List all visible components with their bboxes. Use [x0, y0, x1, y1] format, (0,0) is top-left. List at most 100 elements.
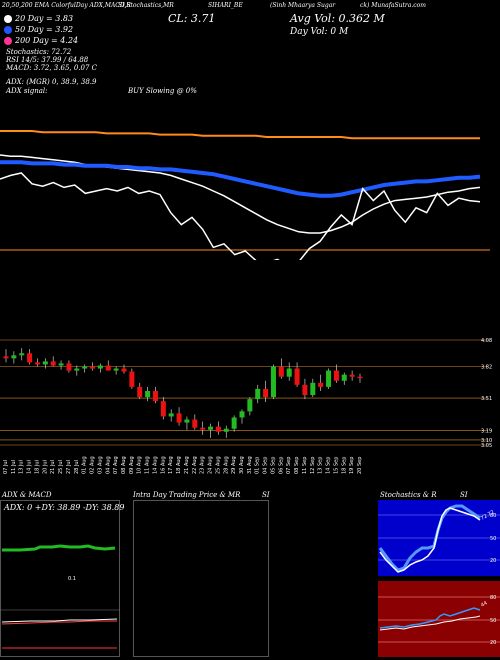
ema50-line	[0, 160, 481, 198]
candle-body	[349, 374, 355, 377]
header-site: ck) MunafaSutra.com	[360, 2, 426, 9]
date-axis-label: 23 Aug	[200, 456, 206, 474]
macd-signal-line	[1, 620, 117, 625]
ema-chart	[0, 130, 490, 260]
candle-body	[270, 366, 276, 398]
candle-body	[231, 417, 237, 429]
rsi-level-20-label: 20	[490, 640, 496, 646]
legend-ema20-label: 20 Day = 3.83	[15, 14, 74, 23]
date-axis-label: 28 Jul	[74, 460, 80, 474]
macd-marker-label: 0.1	[68, 576, 76, 582]
intraday-panel	[133, 500, 269, 657]
date-axis-label: 01 Sep	[255, 457, 261, 474]
candlestick-chart: 4.083.823.513.193.103.05 07 Jul 11 Jul 13 …	[0, 338, 492, 474]
price-axis-label: 3.10	[481, 438, 492, 444]
stochastics-value: Stochastics: 72.72	[6, 48, 72, 56]
date-axis-label: 02 Aug	[90, 456, 96, 474]
date-axis-label: 18 Sep	[341, 457, 347, 474]
date-axis-label: 15 Sep	[333, 457, 339, 474]
stoch-panel-title: Stochastics & R	[380, 491, 437, 499]
candle-body	[42, 361, 48, 365]
candle-body	[168, 413, 174, 417]
stoch-panel-suffix: SI	[460, 491, 468, 499]
close-price-line	[0, 172, 481, 260]
date-axis-label: 04 Aug	[105, 456, 111, 474]
candle-body	[302, 384, 308, 396]
candle-body	[27, 353, 33, 363]
stoch-level-20-label: 20	[490, 558, 496, 564]
date-axis-label: 19 Sep	[349, 457, 355, 474]
date-axis-label: 25 Jul	[58, 460, 64, 474]
adx-line	[2, 544, 116, 552]
stoch-level-50-label: 50	[490, 536, 496, 542]
candle-body	[145, 390, 151, 398]
day-volume: Day Vol: 0 M	[290, 27, 349, 37]
candle-body	[310, 382, 316, 396]
price-axis-label: 4.08	[481, 338, 492, 344]
price-axis-label: 3.05	[481, 443, 492, 449]
legend-ema200: 200 Day = 4.24	[4, 36, 78, 45]
date-axis-label: 05 Sep	[270, 457, 276, 474]
date-axis-label: 11 Aug	[145, 456, 151, 474]
date-axis-label: 20 Sep	[357, 457, 363, 474]
candle-body	[152, 390, 158, 402]
candle-body	[286, 368, 292, 377]
candle-body	[208, 426, 214, 430]
date-axis-label: 10 Aug	[137, 456, 143, 474]
date-axis-label: 24 Aug	[208, 456, 214, 474]
legend-ema50-label: 50 Day = 3.92	[15, 25, 74, 34]
date-axis-label: 28 Aug	[223, 456, 229, 474]
avg-volume: Avg Vol: 0.362 M	[290, 12, 385, 25]
stoch-k-line	[379, 507, 481, 573]
ema20-dot-icon	[4, 15, 12, 23]
candle-body	[58, 363, 64, 366]
candle-body	[318, 382, 324, 387]
candle-body	[97, 365, 103, 369]
adx-panel-title: ADX & MACD	[2, 491, 52, 499]
candle-body	[3, 356, 9, 359]
price-axis-label: 3.19	[481, 429, 492, 435]
candle-body	[34, 362, 40, 365]
candle-body	[294, 368, 300, 385]
adx-panel-values: ADX: 0 +DY: 38.89 -DY: 38.89	[4, 503, 125, 512]
candle-body	[160, 401, 166, 417]
candle-body	[192, 419, 198, 428]
adx-signal-value: BUY Slowing @ 0%	[128, 87, 197, 95]
date-axis-label: 20 Jul	[42, 460, 48, 474]
date-axis-label: 13 Sep	[318, 457, 324, 474]
date-axis-label: 09 Aug	[129, 456, 135, 474]
macd-line	[1, 618, 118, 623]
date-axis-label: 01 Aug	[82, 456, 88, 474]
date-axis-label: 27 Jul	[66, 460, 72, 474]
header-company: (Sinh Mhaarya Sugar	[270, 2, 336, 9]
candle-body	[50, 361, 56, 366]
intraday-panel-suffix: SI	[262, 491, 270, 499]
ema200-line	[0, 130, 480, 140]
rsi-level-50-label: 50	[490, 618, 496, 624]
candle-body	[215, 426, 221, 432]
price-axis-label: 3.51	[481, 396, 492, 402]
date-axis-label: 21 Aug	[184, 456, 190, 474]
candle-body	[11, 355, 17, 359]
close-price: CL: 3.71	[168, 12, 216, 25]
date-axis-label: 14 Aug	[152, 456, 158, 474]
legend-ema50: 50 Day = 3.92	[4, 25, 73, 34]
stoch-level-80-label: 80	[490, 513, 496, 519]
date-axis-label: 07 Aug	[113, 456, 119, 474]
candle-body	[333, 370, 339, 381]
candle-body	[121, 368, 127, 372]
date-axis-label: 11 Sep	[302, 457, 308, 474]
candle-body	[239, 411, 245, 418]
date-axis-label: 18 Aug	[176, 456, 182, 474]
date-axis-label: 07 Sep	[286, 457, 292, 474]
rsi-line	[379, 607, 481, 629]
adx-signal-label: ADX signal:	[6, 87, 48, 95]
header-title-left: 20,50,200 EMA ColorfulDay ADX,MACD,R	[2, 2, 131, 9]
candle-body	[326, 370, 332, 387]
adx-panel	[0, 500, 120, 657]
date-axis-label: 29 Aug	[231, 456, 237, 474]
macd-value: MACD: 3.72, 3.65, 0.07 C	[6, 64, 98, 72]
date-axis-label: 03 Aug	[97, 456, 103, 474]
rsi-value-label: 44	[480, 600, 489, 608]
